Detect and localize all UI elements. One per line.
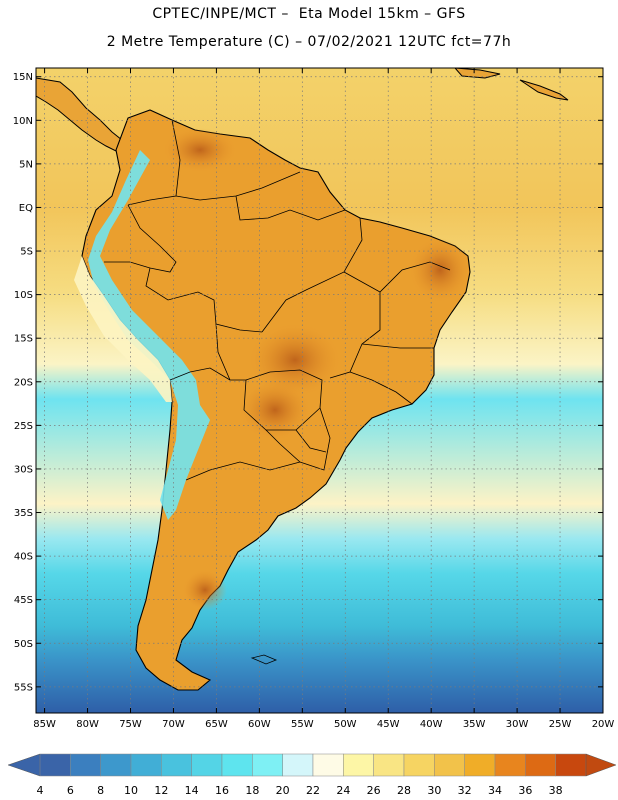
lon-tick-label: 80W: [76, 719, 99, 730]
colorbar-label: 28: [397, 784, 411, 797]
falkland-islands: [250, 654, 278, 665]
lon-tick-label: 30W: [506, 719, 529, 730]
lat-tick-label: 15S: [14, 334, 33, 345]
colorbar-label: 36: [518, 784, 532, 797]
lon-tick-label: 65W: [205, 719, 228, 730]
colorbar-label: 14: [185, 784, 199, 797]
colorbar-label: 18: [245, 784, 259, 797]
lat-tick-label: 30S: [14, 464, 33, 475]
colorbar-label: 24: [336, 784, 350, 797]
colorbar-label: 20: [276, 784, 290, 797]
andes-cold-band: [88, 150, 210, 520]
lat-tick-label: 15N: [13, 72, 33, 83]
lat-tick-label: 5N: [19, 159, 33, 170]
lon-tick-label: 75W: [119, 719, 142, 730]
colorbar-swatch: [161, 753, 192, 777]
lon-tick-label: 60W: [248, 719, 271, 730]
lon-tick-label: 45W: [377, 719, 400, 730]
lon-tick-label: 55W: [291, 719, 314, 730]
hot-spot-northeast: [410, 238, 470, 302]
lon-tick-label: 70W: [162, 719, 185, 730]
lat-tick-label: 20S: [14, 377, 33, 388]
colorbar-swatch: [252, 753, 283, 777]
map-gridlines: [36, 68, 603, 713]
colorbar-swatch: [403, 753, 435, 777]
colorbar-swatch: [221, 753, 253, 777]
caribbean-islands: [454, 68, 569, 101]
lat-tick-label: EQ: [19, 203, 33, 214]
colorbar-label: 26: [367, 784, 381, 797]
lat-tick-label: 50S: [14, 639, 33, 650]
lat-tick-label: 45S: [14, 595, 33, 606]
colorbar-swatch: [434, 753, 465, 777]
country-borders: [104, 119, 451, 481]
colorbar: 4 6 8 10 12 14 16 18 20 22 24 26 28 30 32 34 36 38: [7, 753, 617, 797]
colorbar-label: 32: [458, 784, 472, 797]
hot-spot-paraguay: [240, 380, 310, 440]
colorbar-label: 8: [97, 784, 104, 797]
colorbar-label: 22: [306, 784, 320, 797]
colorbar-swatch: [191, 753, 223, 777]
lon-tick-label: 85W: [33, 719, 56, 730]
hot-spot-venezuela: [164, 128, 236, 172]
colorbar-label: 16: [215, 784, 229, 797]
colorbar-swatch: [39, 753, 71, 777]
colorbar-swatch: [70, 753, 101, 777]
colorbar-label: 10: [124, 784, 138, 797]
colorbar-swatch: [130, 753, 162, 777]
colorbar-label: 38: [549, 784, 563, 797]
chart-subtitle: 2 Metre Temperature (C) – 07/02/2021 12U…: [106, 34, 512, 50]
latitude-axis: 15N 10N 5N EQ 5S 10S 15S 20S 25S 30S 35S 40S 45S 50S 5…: [13, 72, 603, 693]
colorbar-label: 12: [154, 784, 168, 797]
colorbar-swatch: [282, 753, 314, 777]
colorbar-swatch: [464, 753, 496, 777]
lat-tick-label: 35S: [14, 508, 33, 519]
colorbar-arrow-right: [585, 753, 617, 777]
lat-tick-label: 55S: [14, 682, 33, 693]
map-frame: [35, 67, 604, 714]
colorbar-label: 6: [67, 784, 74, 797]
longitude-axis: 85W 80W 75W 70W 65W 60W 55W 50W 45W 40W 35W 30W 25W 2…: [33, 68, 614, 730]
lat-tick-label: 25S: [14, 421, 33, 432]
colorbar-swatch: [373, 753, 405, 777]
colorbar-swatch: [100, 753, 132, 777]
colorbar-swatch: [343, 753, 374, 777]
colorbar-label: 34: [488, 784, 502, 797]
colorbar-label: 30: [427, 784, 441, 797]
lat-tick-label: 5S: [20, 247, 33, 258]
colorbar-swatch: [494, 753, 526, 777]
colorbar-swatch: [525, 753, 556, 777]
lon-tick-label: 25W: [549, 719, 572, 730]
pacific-coastal-band: [74, 256, 172, 402]
chart-title: CPTEC/INPE/MCT – Eta Model 15km – GFS: [152, 6, 466, 22]
colorbar-swatch: [555, 753, 587, 777]
lon-tick-label: 35W: [463, 719, 486, 730]
colorbar-swatch: [312, 753, 344, 777]
colorbar-arrow-left: [7, 753, 41, 777]
colorbar-label: 4: [37, 784, 44, 797]
lon-tick-label: 20W: [592, 719, 615, 730]
lat-tick-label: 40S: [14, 552, 33, 563]
lon-tick-label: 40W: [420, 719, 443, 730]
temperature-map: 15N 10N 5N EQ 5S 10S 15S 20S 25S 30S 35S 40S 45S 50S 5…: [13, 67, 614, 730]
lon-tick-label: 50W: [334, 719, 357, 730]
hot-spot-patagonia: [183, 570, 227, 610]
lat-tick-label: 10S: [14, 290, 33, 301]
lat-tick-label: 10N: [13, 116, 33, 127]
